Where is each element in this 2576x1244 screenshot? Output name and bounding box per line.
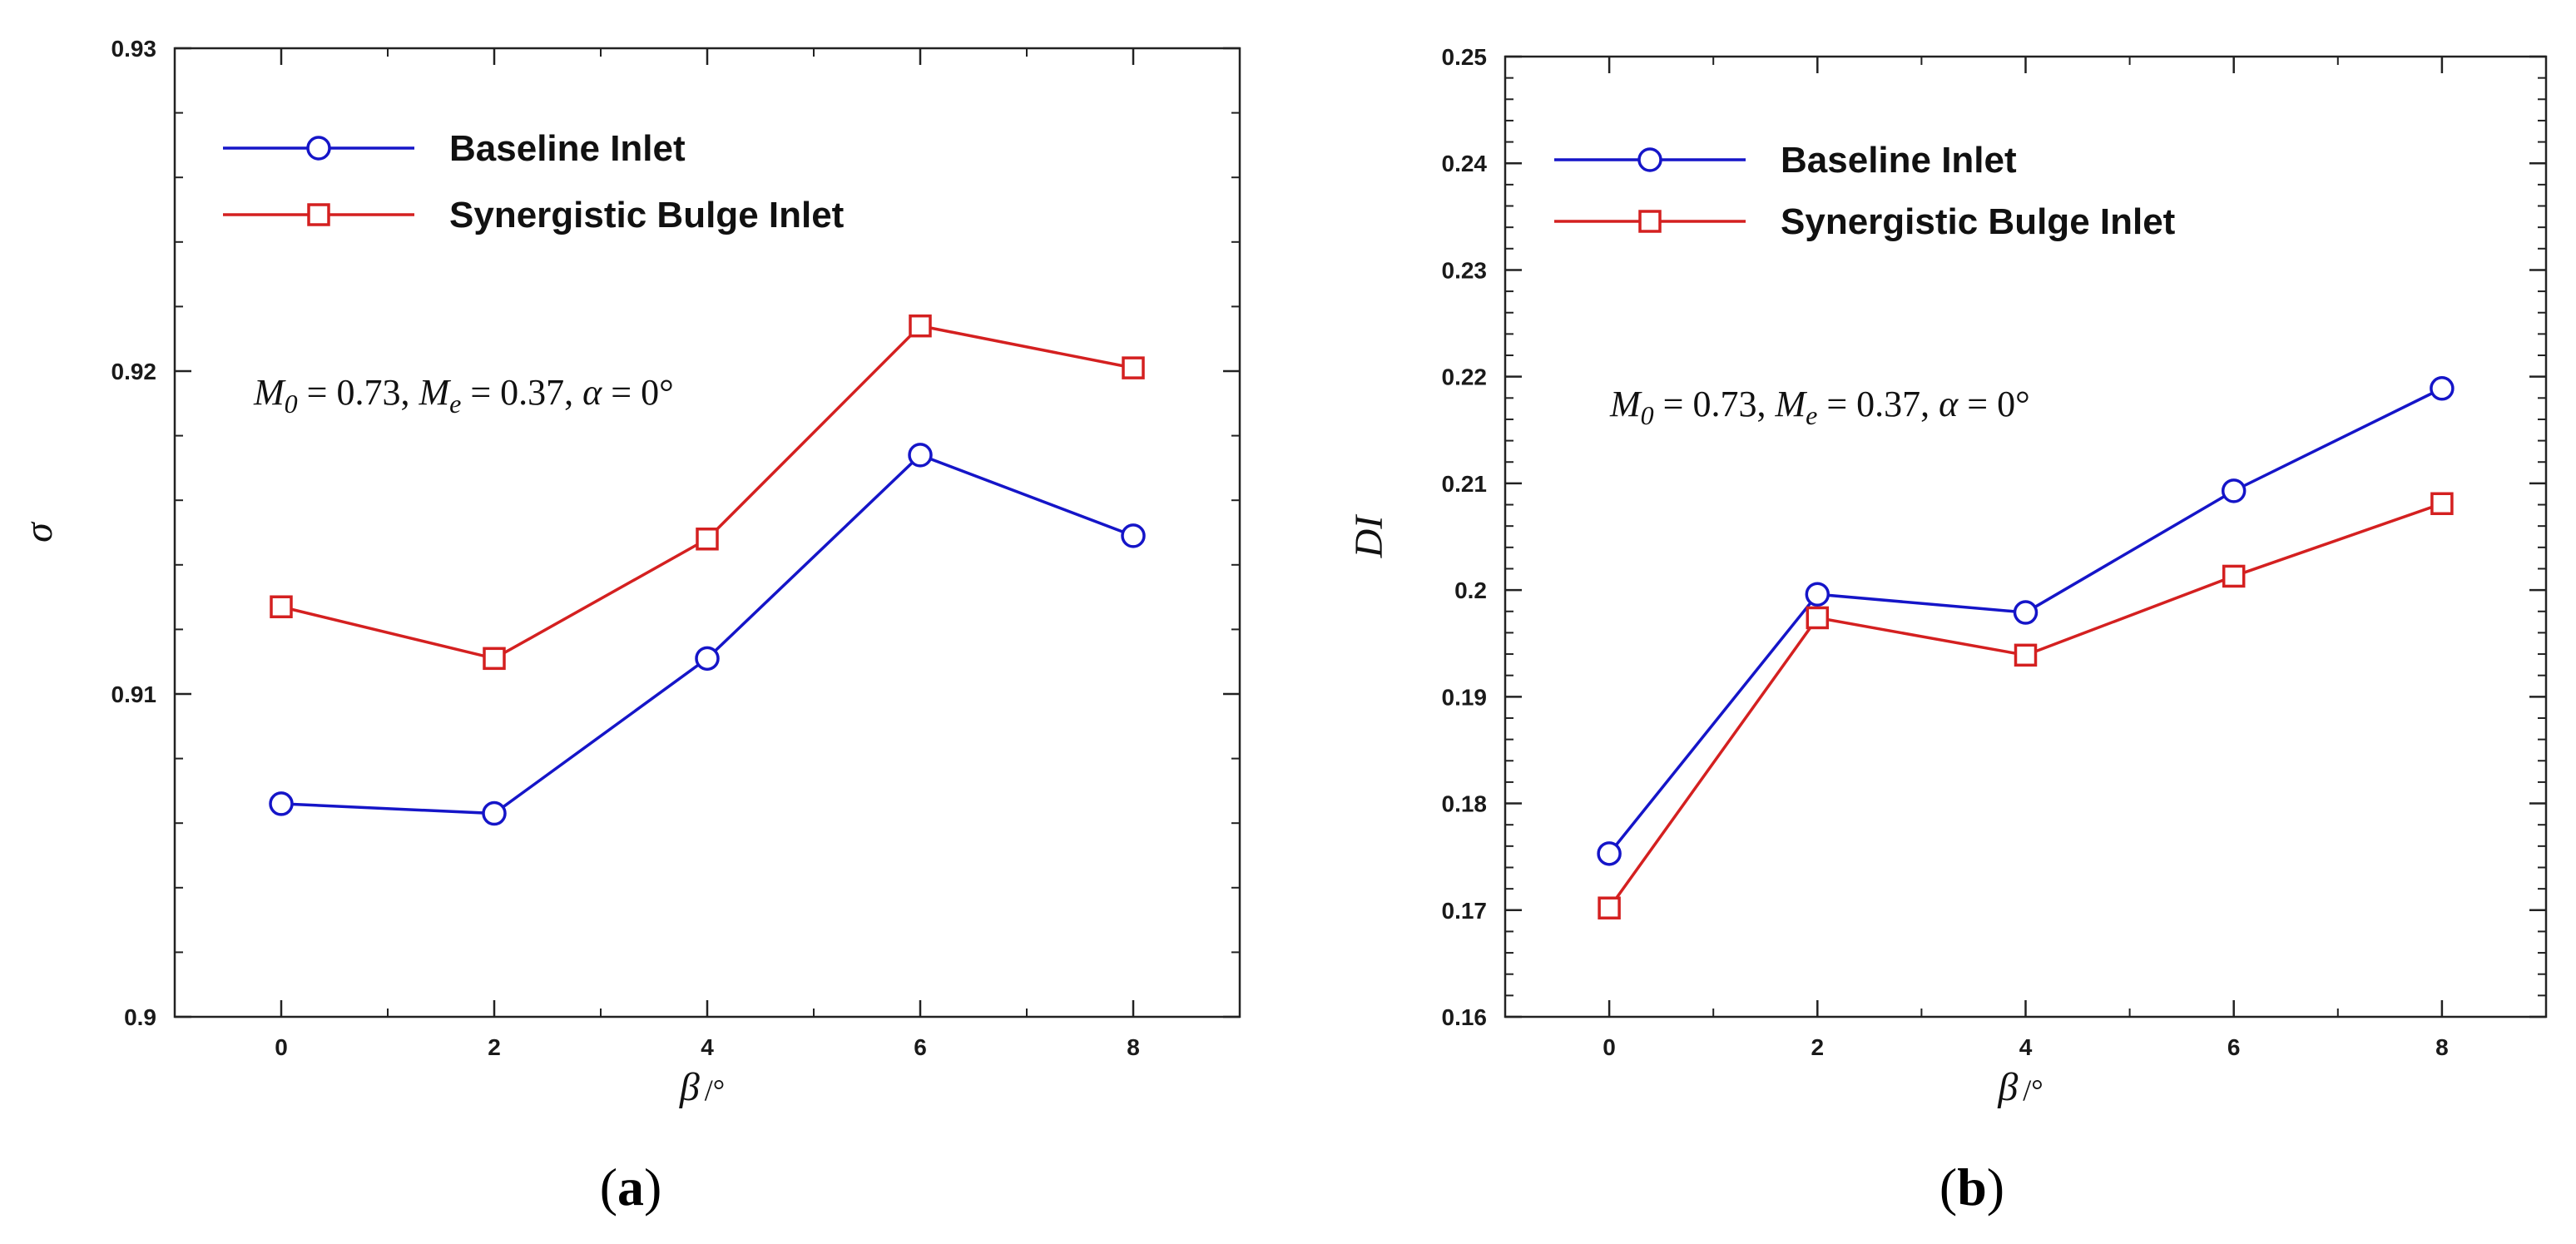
alpha-value: = 0° [1958,384,2029,424]
flow-conditions-annotation: M0 = 0.73, Me = 0.37, α = 0° [1609,384,2030,430]
data-point-square [2014,643,2038,667]
panel-label-letter: a [617,1157,644,1217]
x-axis-symbol: β [679,1065,700,1109]
panel-label-a: (a) [600,1157,662,1217]
y-tick-label: 0.22 [1442,364,1488,390]
x-tick-label: 0 [1603,1034,1616,1060]
data-point-square [1122,356,1145,379]
data-point-circle [908,443,933,468]
exit-mach-subscript: e [1806,400,1817,430]
flow-conditions-annotation: M0 = 0.73, Me = 0.37, α = 0° [253,372,674,419]
x-tick-label: 4 [701,1034,714,1060]
data-point-circle [2430,376,2455,401]
legend-marker-circle [306,136,331,161]
x-tick-label: 0 [275,1034,288,1060]
data-point-circle [482,800,507,826]
data-point-circle [2221,478,2247,503]
y-tick-label: 0.23 [1442,257,1488,283]
x-tick-label: 8 [2435,1034,2449,1060]
chart-panel-a: 0.90.910.920.930 2 4 6 8β/°σM0 = 0.73, Me = … [17,36,1241,1217]
exit-mach-symbol: M [1774,384,1807,424]
alpha-value: = 0° [602,372,673,413]
series-baseline-inlet [269,443,1146,826]
data-point-circle [1121,523,1146,548]
legend-entry-baseline-inlet: Baseline Inlet [1554,140,2017,181]
series-baseline-inlet [1597,376,2455,866]
x-tick-label: 8 [1127,1034,1140,1060]
exit-mach-value: = 0.37, [1817,384,1939,424]
y-tick-label: 0.24 [1442,151,1488,176]
y-tick-label: 0.16 [1442,1004,1488,1030]
mach-subscript: 0 [285,389,298,419]
legend-label: Synergistic Bulge Inlet [449,195,845,235]
legend-label: Baseline Inlet [449,128,686,169]
panel-label-open-paren: ( [600,1157,617,1217]
data-point-circle [695,646,720,672]
data-point-circle [1805,582,1830,607]
y-tick-label: 0.9 [124,1004,156,1030]
data-point-square [2222,564,2246,588]
x-axis-title: β/° [679,1065,725,1109]
mach-symbol: M [253,372,286,413]
series-synergistic-bulge-inlet [270,314,1145,671]
panel-label-open-paren: ( [1939,1157,1957,1217]
alpha-symbol: α [1939,384,1959,424]
data-point-square [270,595,293,618]
data-point-square [483,647,506,671]
alpha-symbol: α [582,372,602,413]
panel-label-letter: b [1957,1157,1987,1217]
data-point-square [2430,492,2454,516]
legend-label: Synergistic Bulge Inlet [1781,201,2176,242]
series-line [280,453,1134,815]
exit-mach-subscript: e [449,389,461,419]
mach-symbol: M [1609,384,1642,424]
exit-mach-symbol: M [418,372,451,413]
chart-panel-b: 0.16 0.17 0.18 0.19 0.2 0.21 0.22 0.23 0.24 0.25 0… [1347,44,2548,1217]
mach-value: = 0.73, [298,372,419,413]
y-tick-label: 0.92 [111,359,157,384]
y-tick-label: 0.91 [111,681,157,707]
x-tick-label: 2 [1811,1034,1825,1060]
x-tick-label: 4 [2019,1034,2033,1060]
data-point-square [696,528,719,551]
y-tick-label: 0.17 [1442,898,1488,924]
legend-entry-baseline-inlet: Baseline Inlet [223,128,686,169]
y-tick-label: 0.93 [111,36,157,62]
data-point-square [1598,896,1621,919]
y-tick-label: 0.2 [1454,577,1487,603]
panel-label-close-paren: ) [644,1157,661,1217]
series-synergistic-bulge-inlet [1598,492,2454,919]
x-tick-label: 6 [914,1034,927,1060]
legend-marker-circle [1637,147,1662,172]
legend-marker-square [307,203,330,226]
y-axis-title: DI [1347,514,1391,559]
data-point-circle [269,791,294,816]
y-tick-label: 0.18 [1442,791,1488,817]
data-point-square [1806,606,1830,630]
data-point-circle [2013,600,2039,625]
x-axis-unit: /° [705,1073,725,1107]
legend-label: Baseline Inlet [1781,140,2017,181]
x-tick-label: 6 [2227,1034,2241,1060]
data-point-square [909,314,932,338]
legend-entry-synergistic-bulge-inlet: Synergistic Bulge Inlet [1554,201,2176,242]
y-tick-label: 0.21 [1442,471,1488,497]
panel-label-close-paren: ) [1987,1157,2004,1217]
series-line [1608,502,2443,909]
y-tick-label: 0.19 [1442,684,1488,710]
y-tick-label: 0.25 [1442,44,1488,70]
x-axis-unit: /° [2023,1073,2043,1107]
x-axis-symbol: β [1997,1065,2018,1109]
y-axis-title: σ [17,521,61,543]
exit-mach-value: = 0.37, [461,372,582,413]
mach-value: = 0.73, [1654,384,1776,424]
data-point-circle [1597,841,1622,866]
legend-marker-square [1638,210,1662,233]
mach-subscript: 0 [1641,400,1654,430]
legend-entry-synergistic-bulge-inlet: Synergistic Bulge Inlet [223,195,845,235]
x-axis-title: β/° [1997,1065,2043,1109]
panel-label-b: (b) [1939,1157,2004,1217]
x-tick-label: 2 [488,1034,501,1060]
